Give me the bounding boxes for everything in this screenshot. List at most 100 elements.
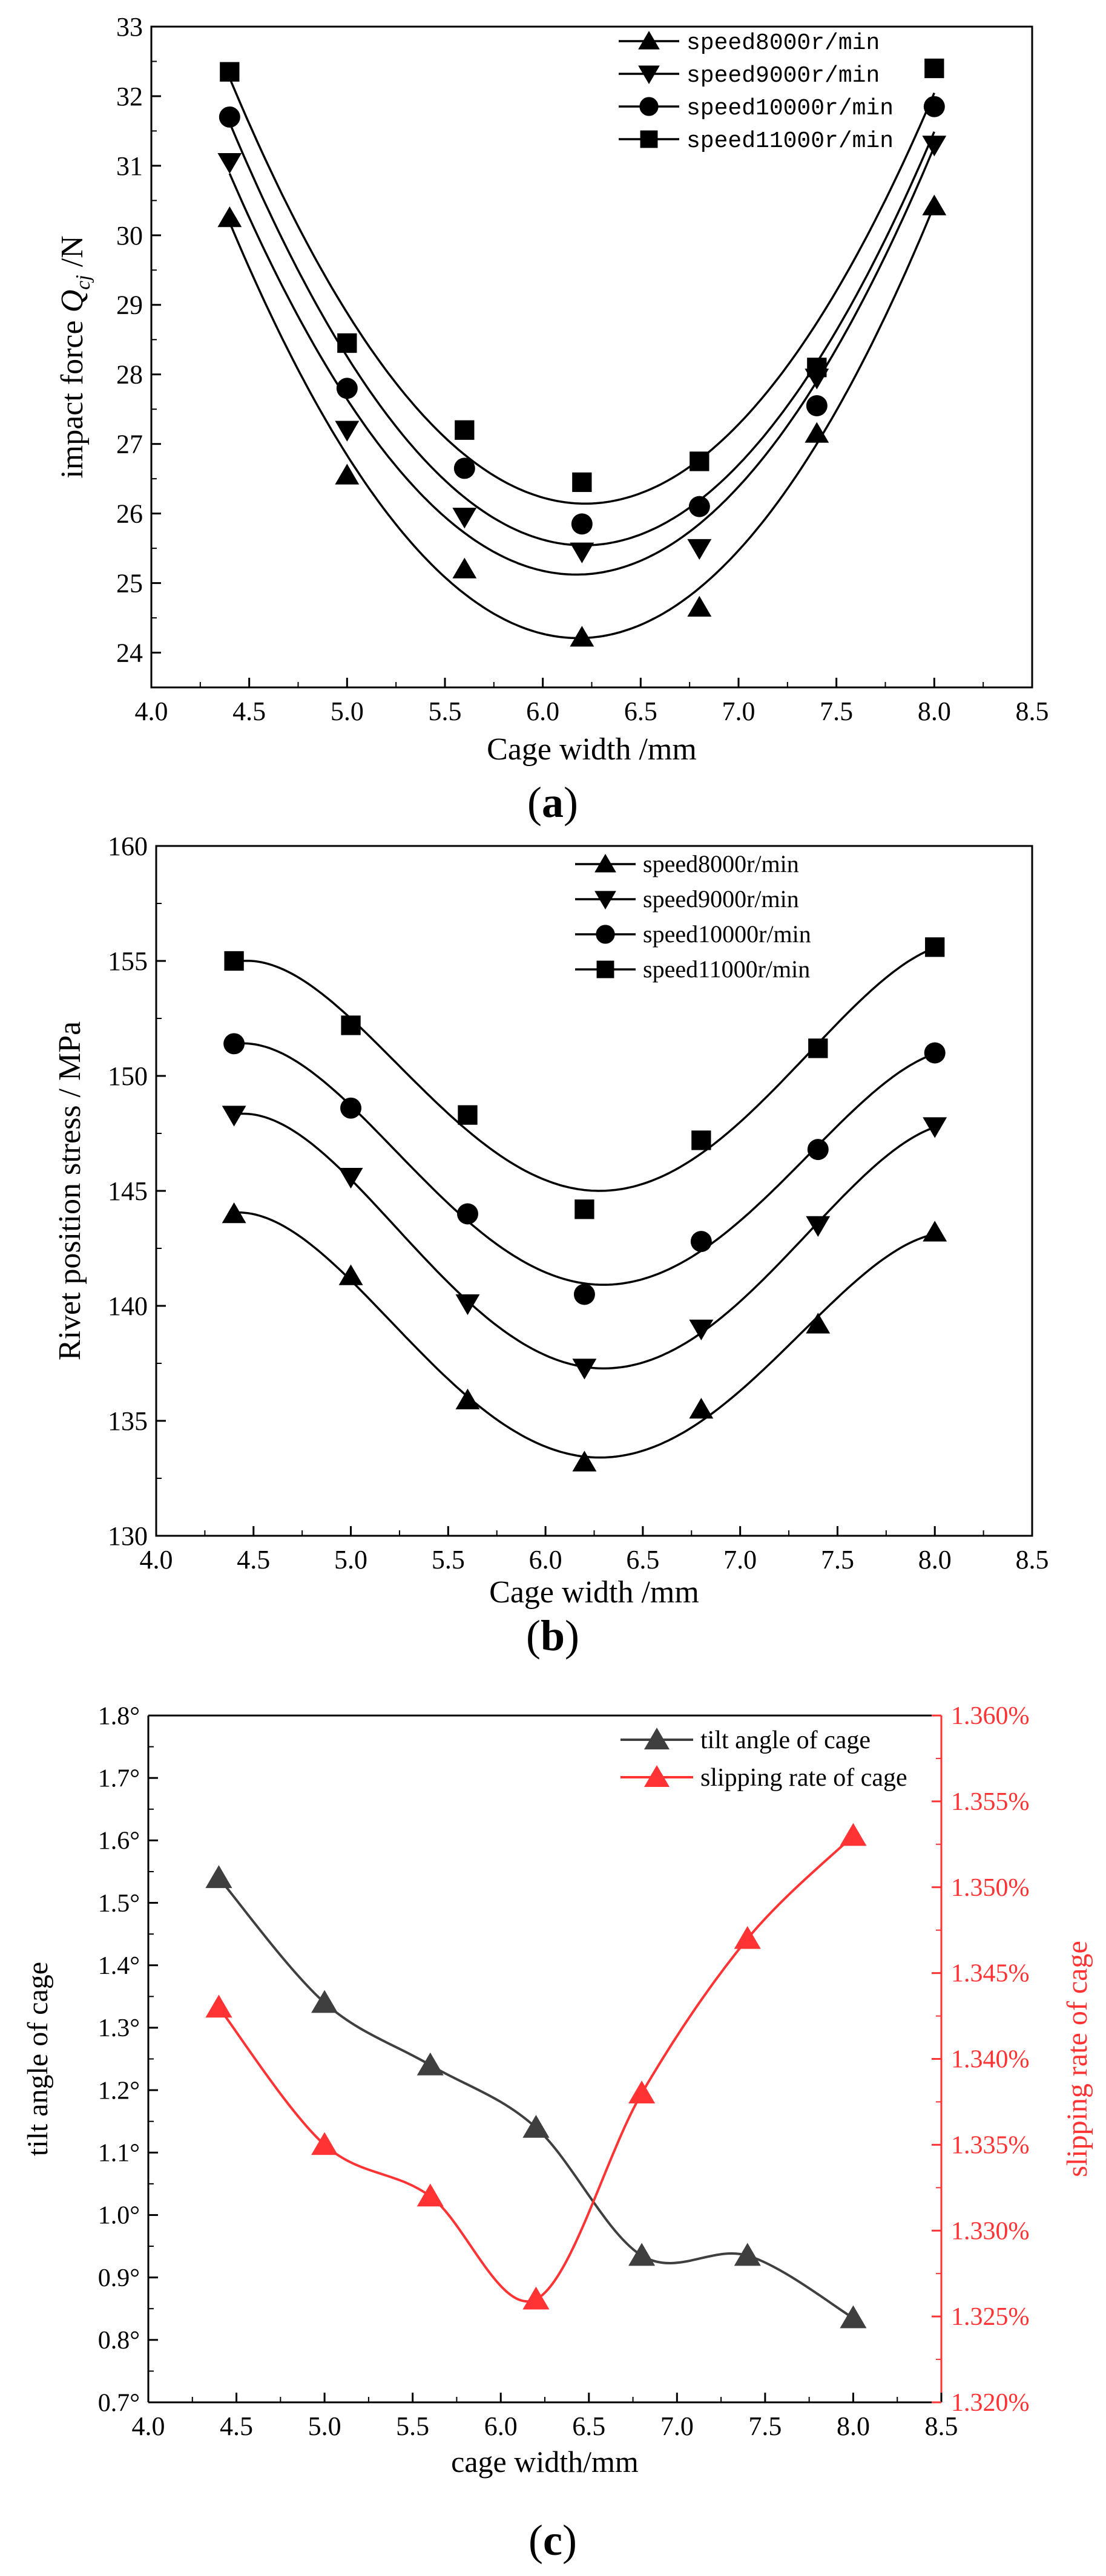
legend-marker: [644, 1765, 670, 1787]
y-right-tick-label: 1.340%: [951, 2046, 1030, 2074]
y-axis-label: tilt angle of cage: [22, 1962, 54, 2156]
x-axis-label: cage width/mm: [451, 2445, 639, 2479]
x-tick-label: 7.5: [821, 1545, 854, 1575]
caption-a-open: (: [527, 778, 542, 827]
y-tick-label: 0.9°: [98, 2264, 140, 2292]
y-axis-label-subscript: cj: [72, 275, 94, 290]
y-tick-label: 135: [108, 1406, 148, 1436]
legend-marker: [596, 960, 614, 978]
y-tick-label: 155: [108, 946, 148, 976]
x-tick-label: 4.0: [140, 1545, 173, 1575]
data-point: [628, 2080, 656, 2104]
x-tick-label: 5.5: [429, 696, 462, 726]
data-point: [840, 1823, 867, 1846]
x-tick-label: 7.5: [748, 2411, 782, 2441]
data-point: [805, 422, 829, 443]
legend-label: tilt angle of cage: [700, 1726, 871, 1754]
panel-b: 4.0 4.5 5.0 5.5 6.0 6.5 7.0 7.5 8.0 8.5 130 135 140 1…: [53, 831, 1049, 1660]
data-point: [808, 1038, 828, 1058]
y-tick-label: 1.1°: [98, 2140, 140, 2168]
data-point: [689, 1398, 714, 1419]
fit-curve-square: [228, 77, 935, 505]
y-right-tick-label: 1.320%: [951, 2389, 1030, 2417]
x-tick-label: 6.0: [526, 696, 559, 726]
x-tick-label: 8.0: [837, 2411, 870, 2441]
panel-a: 4.0 4.5 5.0 5.5 6.0 6.5 7.0 7.5 8.0 8.5 24 25 26 27 28…: [55, 12, 1049, 827]
legend-marker: [644, 1728, 670, 1749]
legend-label: speed8000r/min: [686, 30, 880, 56]
data-point: [416, 2183, 444, 2207]
y-tick-label: 28: [116, 360, 143, 390]
x-tick-label: 8.5: [925, 2411, 958, 2441]
x-tick-label: 6.0: [484, 2411, 518, 2441]
panel-c: 4.0 4.5 5.0 5.5 6.0 6.5 7.0 7.5 8.0 8.5 0.7° 0.8° 0.…: [22, 1702, 1093, 2565]
data-point: [574, 1199, 594, 1219]
x-tick-label: 8.0: [918, 696, 951, 726]
x-tick-label: 7.0: [660, 2411, 694, 2441]
y-right-tick-label: 1.350%: [951, 1874, 1030, 1902]
data-point: [335, 421, 360, 442]
caption-c: (c): [528, 2516, 577, 2565]
data-point: [337, 333, 357, 353]
y-tick-label: 145: [108, 1176, 148, 1206]
legend-label: speed9000r/min: [686, 63, 880, 89]
data-point: [690, 451, 709, 471]
y-tick-label: 26: [116, 499, 143, 529]
x-tick-label: 7.0: [722, 696, 755, 726]
caption-a-letter: a: [542, 778, 564, 827]
legend-label: speed10000r/min: [643, 920, 811, 948]
data-point: [922, 194, 947, 215]
y-right-tick-label: 1.355%: [951, 1788, 1030, 1816]
data-point: [335, 464, 360, 485]
y-tick-label: 1.0°: [98, 2202, 140, 2230]
data-point: [806, 1216, 831, 1237]
legend-label: slipping rate of cage: [700, 1764, 907, 1792]
x-tick-label: 5.0: [308, 2411, 341, 2441]
caption-c-open: (: [528, 2516, 543, 2565]
data-point: [223, 1033, 245, 1055]
data-point: [570, 542, 594, 563]
data-point: [340, 1097, 362, 1119]
data-point: [923, 1117, 947, 1138]
data-point: [691, 1130, 711, 1150]
data-point: [338, 1168, 363, 1189]
data-point: [217, 206, 242, 228]
data-point: [840, 2305, 867, 2329]
y-tick-label: 160: [108, 831, 148, 861]
legend-label: speed11000r/min: [643, 955, 810, 983]
x-tick-label: 5.5: [432, 1545, 465, 1575]
y-axis-label-symbol: Q: [55, 290, 90, 313]
x-tick-label: 4.5: [237, 1545, 270, 1575]
legend-label: speed9000r/min: [643, 885, 799, 913]
data-point: [453, 457, 475, 479]
x-axis-label: Cage width /mm: [487, 732, 697, 767]
data-point: [807, 358, 827, 378]
legend-label: speed10000r/min: [686, 96, 894, 122]
data-point: [807, 1139, 829, 1161]
x-tick-label: 4.0: [135, 696, 168, 726]
y-tick-label: 25: [116, 569, 143, 598]
caption-c-close: ): [562, 2516, 577, 2565]
data-point: [806, 395, 828, 416]
y-right-tick-label: 1.330%: [951, 2217, 1030, 2245]
x-tick-label: 6.5: [624, 696, 657, 726]
legend-label: speed11000r/min: [686, 128, 894, 154]
x-tick-label: 5.0: [334, 1545, 367, 1575]
y-right-tick-label: 1.335%: [951, 2131, 1030, 2159]
y-right-tick-label: 1.360%: [951, 1702, 1030, 1730]
x-tick-label: 4.5: [220, 2411, 253, 2441]
data-point: [455, 420, 475, 440]
chart-b: 4.0 4.5 5.0 5.5 6.0 6.5 7.0 7.5 8.0 8.5 130 135 140 1…: [53, 831, 1049, 1610]
data-point: [924, 58, 944, 79]
y-right-tick-label: 1.345%: [951, 1960, 1030, 1988]
data-point: [689, 1319, 714, 1340]
y-right-tick-label: 1.325%: [951, 2303, 1030, 2331]
y-tick-label: 1.6°: [98, 1827, 140, 1855]
data-point: [734, 1925, 761, 1949]
data-point: [806, 1313, 831, 1334]
caption-a-close: ): [564, 778, 578, 827]
x-tick-label: 8.5: [1016, 696, 1049, 726]
data-point: [224, 951, 244, 971]
